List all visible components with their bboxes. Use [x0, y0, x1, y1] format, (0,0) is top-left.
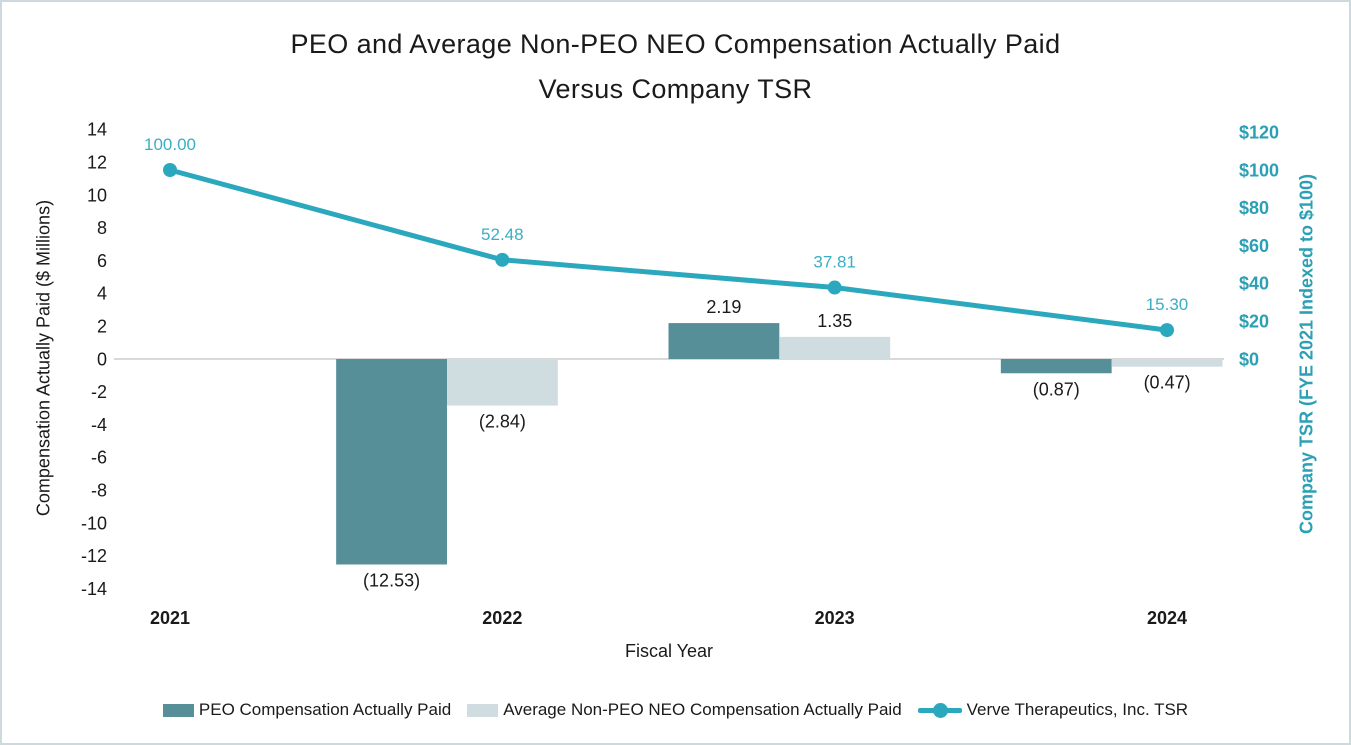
tsr-marker-2023: [827, 280, 842, 295]
right-axis-tick: $100: [1239, 160, 1279, 180]
tsr-line: [169, 167, 1168, 333]
legend-item-neo: Average Non-PEO NEO Compensation Actuall…: [467, 700, 902, 720]
right-axis-tick: $0: [1239, 349, 1259, 369]
year-label: 2024: [1147, 608, 1187, 628]
bar-2023: [779, 336, 891, 359]
right-axis-tick: $20: [1239, 312, 1269, 332]
year-label: 2023: [815, 608, 855, 628]
x-axis-title: Fiscal Year: [624, 641, 714, 661]
right-axis-tick: $60: [1239, 236, 1269, 256]
right-axis-tick: $80: [1239, 198, 1269, 218]
left-axis-tick: 14: [87, 120, 107, 140]
tsr-line-swatch: [917, 702, 962, 718]
chart-title: PEO and Average Non-PEO NEO Compensation…: [2, 22, 1349, 112]
bar-data-label: 1.35: [817, 311, 852, 331]
left-axis-tick: -10: [81, 513, 107, 533]
bar-data-label: (0.87): [1033, 379, 1080, 399]
bar-2024: [1111, 359, 1223, 367]
tsr-data-label: 37.81: [813, 253, 856, 272]
legend-item-peo: PEO Compensation Actually Paid: [162, 700, 452, 720]
left-axis-tick: 8: [97, 218, 107, 238]
bar-data-label: (0.47): [1144, 373, 1191, 393]
right-axis-tick: $40: [1239, 274, 1269, 294]
left-axis-tick: 10: [87, 185, 107, 205]
tsr-line-swatch-dot: [932, 702, 948, 718]
legend-item-tsr: Verve Therapeutics, Inc. TSR: [917, 700, 1189, 720]
bar-2022: [447, 359, 558, 406]
tsr-data-label: 15.30: [1146, 295, 1189, 314]
neo-bar-swatch: [467, 703, 499, 717]
year-label: 2021: [150, 608, 190, 628]
tsr-marker-2021: [163, 163, 177, 177]
legend: PEO Compensation Actually Paid Average N…: [2, 700, 1349, 720]
bar-data-label: 2.19: [706, 297, 741, 317]
left-axis-tick: 6: [97, 251, 107, 271]
left-axis-tick: 0: [97, 349, 107, 369]
tsr-data-label: 100.00: [144, 135, 196, 154]
chart-title-line1: PEO and Average Non-PEO NEO Compensation…: [290, 29, 1061, 59]
peo-bar-swatch: [162, 703, 194, 717]
tsr-marker-2024: [1160, 323, 1174, 338]
year-label: 2022: [482, 608, 522, 628]
bar-data-label: (12.53): [363, 570, 420, 590]
left-axis-tick: -2: [91, 382, 107, 402]
right-axis-tick: $120: [1239, 123, 1279, 143]
left-axis-tick: -4: [91, 415, 107, 435]
legend-label-peo: PEO Compensation Actually Paid: [198, 700, 452, 719]
bar-data-label: (2.84): [479, 412, 526, 432]
left-axis-tick: -14: [81, 579, 107, 599]
bar-2023: [668, 323, 780, 359]
legend-label-neo: Average Non-PEO NEO Compensation Actuall…: [503, 700, 902, 719]
left-axis-tick: -8: [91, 481, 107, 501]
bar-2024: [1000, 359, 1112, 374]
tsr-marker-2022: [495, 252, 510, 267]
left-axis-tick: 12: [87, 153, 107, 173]
bar-2022: [336, 359, 447, 565]
legend-label-tsr: Verve Therapeutics, Inc. TSR: [966, 700, 1189, 719]
left-axis-tick: 2: [97, 317, 107, 337]
tsr-data-label: 52.48: [481, 225, 524, 244]
left-axis-tick: 4: [97, 284, 107, 304]
left-axis-tick: -6: [91, 448, 107, 468]
chart-title-line2: Versus Company TSR: [538, 74, 813, 104]
left-axis-tick: -12: [81, 546, 107, 566]
